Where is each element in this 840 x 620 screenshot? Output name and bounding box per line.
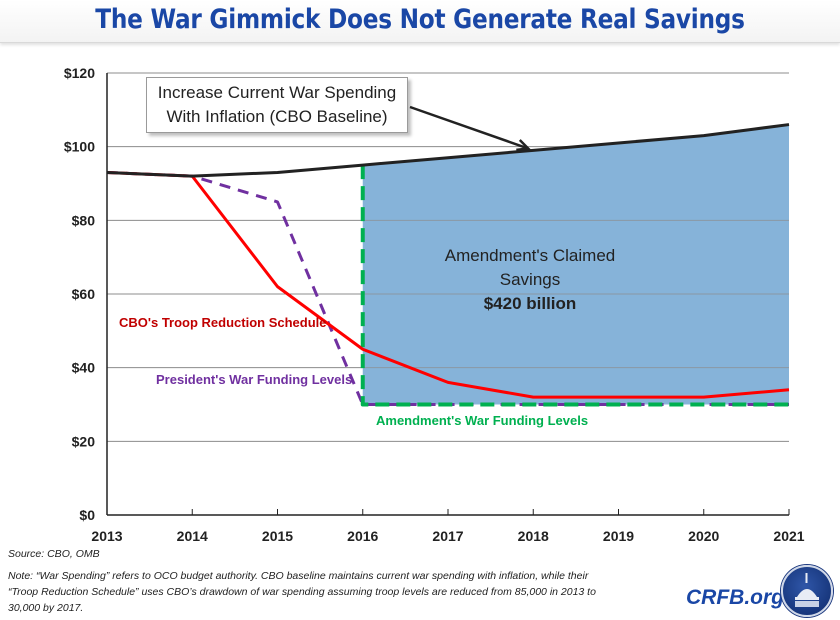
x-tick-label: 2015 — [262, 528, 293, 544]
note-text: Note: “War Spending” refers to OCO budge… — [8, 568, 618, 616]
x-tick-label: 2017 — [432, 528, 463, 544]
x-tick-labels: 2013 2014 2015 2016 2017 2018 2019 2020 2021 — [91, 528, 804, 544]
y-tick-label: $40 — [72, 360, 96, 376]
callout-line-2: With Inflation (CBO Baseline) — [147, 105, 407, 129]
x-tick-label: 2020 — [688, 528, 719, 544]
capitol-dome-icon — [783, 567, 831, 615]
x-tick-label: 2014 — [177, 528, 208, 544]
callout-line-1: Increase Current War Spending — [147, 81, 407, 105]
x-tick-label: 2021 — [773, 528, 804, 544]
y-tick-labels: $0 $20 $40 $60 $80 $100 $120 — [64, 65, 95, 523]
y-tick-label: $80 — [72, 212, 96, 228]
x-tick-label: 2019 — [603, 528, 634, 544]
y-tick-label: $120 — [64, 65, 95, 81]
savings-label: Amendment's Claimed Savings — [420, 244, 640, 292]
y-tick-label: $100 — [64, 139, 95, 155]
baseline-callout-box: Increase Current War Spending With Infla… — [146, 77, 408, 133]
savings-annotation: Amendment's Claimed Savings $420 billion — [420, 244, 640, 316]
troop-reduction-label: CBO's Troop Reduction Schedule — [119, 315, 327, 330]
y-tick-label: $20 — [72, 433, 96, 449]
savings-amount: $420 billion — [420, 292, 640, 316]
x-tick-label: 2016 — [347, 528, 378, 544]
callout-arrow — [410, 107, 528, 150]
source-text: Source: CBO, OMB — [8, 548, 100, 560]
y-tick-label: $60 — [72, 286, 96, 302]
arrow-shaft — [410, 107, 528, 149]
x-tick-label: 2013 — [91, 528, 122, 544]
president-funding-label: President's War Funding Levels — [156, 372, 352, 387]
amendment-funding-label: Amendment's War Funding Levels — [376, 413, 588, 428]
crfb-brand-link[interactable]: CRFB.org — [686, 586, 784, 610]
y-tick-label: $0 — [79, 507, 95, 523]
x-tick-label: 2018 — [518, 528, 549, 544]
crfb-logo-icon — [781, 565, 833, 617]
